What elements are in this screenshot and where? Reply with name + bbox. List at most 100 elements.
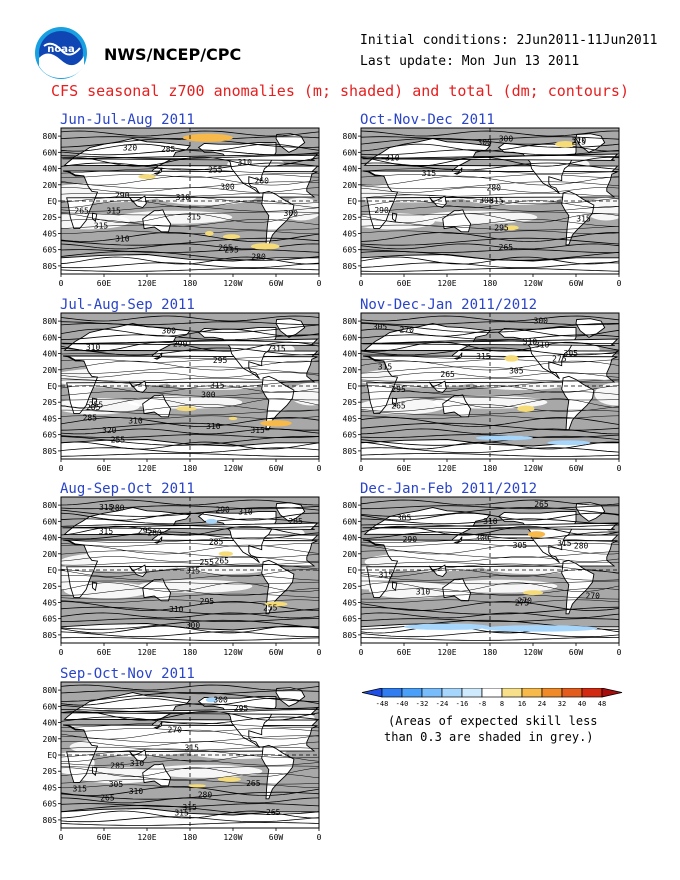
- y-tick-label: 20S: [343, 213, 358, 222]
- y-tick-label: EQ: [47, 382, 57, 391]
- x-tick-label: 60W: [569, 648, 584, 657]
- contour-label: 300: [284, 209, 299, 218]
- colorbar-label: 16: [518, 700, 526, 708]
- anomaly-area: [176, 406, 197, 412]
- y-tick-label: 60S: [343, 246, 358, 255]
- colorbar-box: [541, 688, 563, 698]
- contour-label: 290: [115, 191, 130, 200]
- colorbar-label: -8: [478, 700, 486, 708]
- y-tick-label: 60N: [343, 333, 358, 342]
- y-tick-label: 40N: [43, 719, 58, 728]
- continent: [153, 352, 163, 360]
- contour-line: [61, 168, 319, 174]
- contour-line: [61, 803, 319, 807]
- contour-line: [361, 531, 619, 540]
- contour-label: 255: [199, 558, 214, 567]
- contour-label: 310: [238, 507, 253, 516]
- y-tick-label: 20N: [43, 735, 58, 744]
- contour-label: 295: [234, 704, 249, 713]
- anomaly-area: [205, 697, 218, 703]
- contour-label: 310: [86, 343, 101, 352]
- x-tick-label: 60E: [397, 279, 412, 288]
- contour-line: [61, 625, 319, 634]
- map-panel: 2852652953053103153153153103153002802702…: [43, 681, 322, 842]
- contour-line: [361, 415, 619, 420]
- contour-line: [61, 360, 319, 371]
- contour-label: 285: [161, 145, 176, 154]
- contour-label: 260: [254, 177, 269, 186]
- panel-title: Sep-Oct-Nov 2011: [60, 666, 195, 682]
- panel-title: Oct-Nov-Dec 2011: [360, 112, 495, 128]
- y-tick-label: 40N: [43, 534, 58, 543]
- colorbar-label: 8: [500, 700, 504, 708]
- x-tick-label: 60E: [397, 648, 412, 657]
- anomaly-area: [547, 440, 591, 446]
- anomaly-area: [205, 518, 218, 524]
- y-tick-label: 60S: [343, 615, 358, 624]
- y-tick-label: 80S: [343, 262, 358, 271]
- y-tick-label: 20S: [43, 582, 58, 591]
- x-tick-label: 120E: [137, 648, 156, 657]
- colorbar-box: [401, 688, 423, 698]
- continent: [142, 763, 172, 787]
- y-tick-label: EQ: [347, 197, 357, 206]
- contour-label: 270: [400, 325, 415, 334]
- panel-title: Dec-Jan-Feb 2011/2012: [360, 481, 538, 497]
- contour-line: [361, 230, 619, 235]
- colorbar-label: 48: [598, 700, 606, 708]
- x-tick-label: 120W: [523, 279, 542, 288]
- contour-label: 315: [94, 221, 109, 230]
- contour-line: [61, 690, 319, 695]
- map-panel: 2702752802903053103153103052702653153008…: [343, 496, 622, 657]
- y-tick-label: 20N: [43, 181, 58, 190]
- y-tick-label: 80S: [343, 631, 358, 640]
- y-tick-label: 80N: [43, 686, 58, 695]
- contour-line: [61, 315, 319, 322]
- x-tick-label: 0: [317, 464, 322, 473]
- skill-patch: [368, 582, 455, 599]
- contour-line: [61, 379, 319, 390]
- panel-title: Jun-Jul-Aug 2011: [60, 112, 195, 128]
- y-tick-label: 40S: [343, 598, 358, 607]
- contour-label: 295: [391, 385, 406, 394]
- skill-patch: [442, 579, 558, 593]
- y-tick-label: 60S: [43, 246, 58, 255]
- y-tick-label: 60N: [43, 702, 58, 711]
- x-tick-label: 60W: [269, 464, 284, 473]
- anomaly-area: [138, 174, 156, 180]
- y-tick-label: EQ: [347, 382, 357, 391]
- contour-line: [361, 243, 619, 250]
- y-tick-label: 20N: [43, 366, 58, 375]
- continent: [392, 212, 398, 223]
- y-tick-label: 80S: [43, 816, 58, 825]
- y-tick-label: 20N: [343, 181, 358, 190]
- contour-label: 310: [572, 136, 587, 145]
- continent: [261, 744, 295, 800]
- y-tick-label: 60N: [343, 517, 358, 526]
- contour-line: [61, 599, 319, 604]
- continent: [142, 394, 172, 418]
- x-tick-label: 60E: [97, 464, 112, 473]
- contour-line: [61, 618, 319, 622]
- y-tick-label: 40S: [43, 414, 58, 423]
- y-tick-label: 20S: [43, 767, 58, 776]
- contour-line: [361, 187, 619, 193]
- contour-line: [361, 593, 619, 600]
- contour-label: 310: [385, 154, 400, 163]
- y-tick-label: 60S: [343, 431, 358, 440]
- contour-label: 270: [517, 596, 532, 605]
- contour-line: [361, 379, 619, 390]
- contour-label: 305: [513, 541, 528, 550]
- x-tick-label: 120W: [523, 648, 542, 657]
- anomaly-area: [522, 590, 544, 596]
- y-tick-label: EQ: [347, 566, 357, 575]
- contour-line: [61, 334, 319, 341]
- figure-title: CFS seasonal z700 anomalies (m; shaded) …: [51, 82, 629, 100]
- y-tick-label: 20S: [343, 398, 358, 407]
- x-tick-label: 60W: [269, 833, 284, 842]
- x-tick-label: 60E: [97, 279, 112, 288]
- contour-label: 300: [201, 390, 216, 399]
- anomaly-area: [404, 623, 490, 631]
- contour-line: [361, 262, 619, 269]
- x-tick-label: 180: [483, 279, 498, 288]
